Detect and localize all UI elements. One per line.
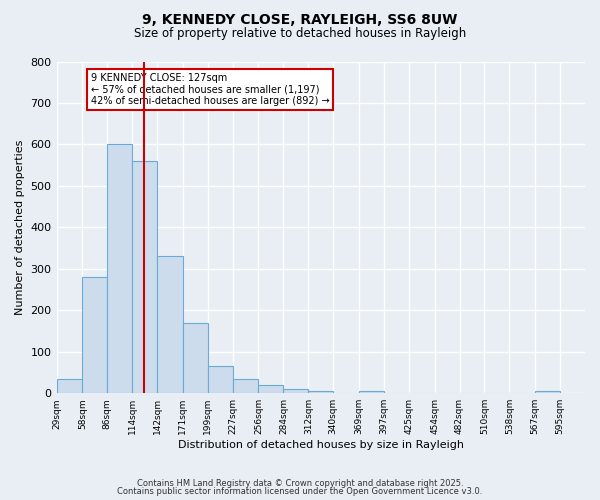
X-axis label: Distribution of detached houses by size in Rayleigh: Distribution of detached houses by size … [178, 440, 464, 450]
Y-axis label: Number of detached properties: Number of detached properties [15, 140, 25, 315]
Bar [56, 378, 82, 393]
Bar [208, 366, 233, 393]
Bar [82, 277, 107, 393]
Bar [233, 378, 259, 393]
Text: 9, KENNEDY CLOSE, RAYLEIGH, SS6 8UW: 9, KENNEDY CLOSE, RAYLEIGH, SS6 8UW [142, 12, 458, 26]
Bar [259, 385, 283, 393]
Bar [535, 391, 560, 393]
Text: Size of property relative to detached houses in Rayleigh: Size of property relative to detached ho… [134, 28, 466, 40]
Bar [157, 256, 183, 393]
Text: Contains public sector information licensed under the Open Government Licence v3: Contains public sector information licen… [118, 487, 482, 496]
Text: 9 KENNEDY CLOSE: 127sqm
← 57% of detached houses are smaller (1,197)
42% of semi: 9 KENNEDY CLOSE: 127sqm ← 57% of detache… [91, 73, 329, 106]
Bar [308, 391, 333, 393]
Bar [183, 322, 208, 393]
Text: Contains HM Land Registry data © Crown copyright and database right 2025.: Contains HM Land Registry data © Crown c… [137, 478, 463, 488]
Bar [283, 389, 308, 393]
Bar [359, 391, 384, 393]
Bar [107, 144, 132, 393]
Bar [132, 161, 157, 393]
